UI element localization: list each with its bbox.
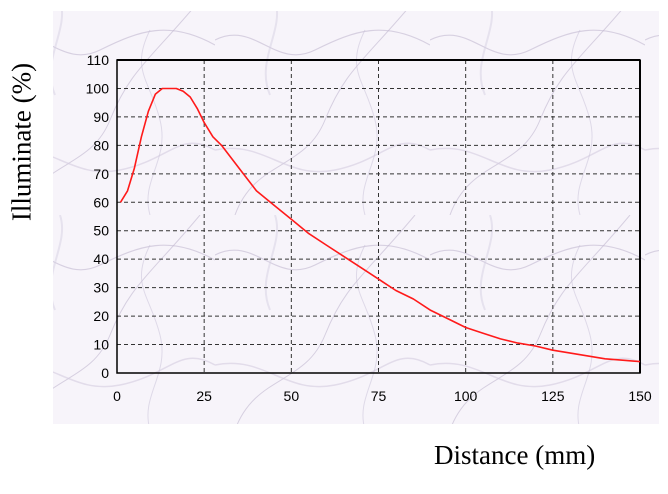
- y-tick-label: 40: [93, 251, 109, 267]
- x-tick-label: 0: [113, 388, 121, 404]
- x-tick-label: 150: [628, 388, 652, 404]
- y-tick-label: 10: [93, 337, 109, 353]
- y-tick-label: 20: [93, 308, 109, 324]
- x-tick-label: 100: [454, 388, 478, 404]
- y-tick-label: 90: [93, 109, 109, 125]
- x-tick-label: 25: [196, 388, 212, 404]
- y-tick-label: 80: [93, 137, 109, 153]
- x-axis-label: Distance (mm): [434, 440, 596, 470]
- x-tick-label: 125: [541, 388, 565, 404]
- x-tick-label: 50: [284, 388, 300, 404]
- x-tick-label: 75: [371, 388, 387, 404]
- y-tick-label: 50: [93, 223, 109, 239]
- plot-area: 0 10 20 30 40 50 60 70 80 90 100 110 0 25 50 75 100 125 15…: [86, 52, 652, 404]
- series-line: [119, 87, 641, 363]
- y-tick-label: 30: [93, 280, 109, 296]
- y-axis-label: Illuminate (%): [6, 62, 37, 222]
- chart-background: [53, 11, 659, 424]
- y-tick-label: 110: [87, 52, 110, 68]
- y-tick-label: 0: [101, 365, 109, 381]
- y-tick-label: 100: [86, 80, 110, 96]
- y-tick-label: 60: [93, 194, 109, 210]
- y-tick-label: 70: [93, 166, 109, 182]
